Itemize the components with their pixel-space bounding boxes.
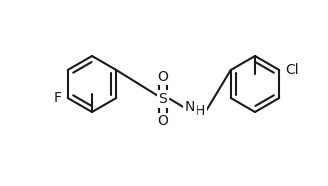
Text: S: S [159,92,167,106]
Text: N: N [185,100,195,114]
Text: O: O [157,70,169,84]
Text: O: O [157,114,169,128]
Text: F: F [54,91,62,105]
Text: H: H [195,104,205,118]
Text: Cl: Cl [285,63,299,77]
